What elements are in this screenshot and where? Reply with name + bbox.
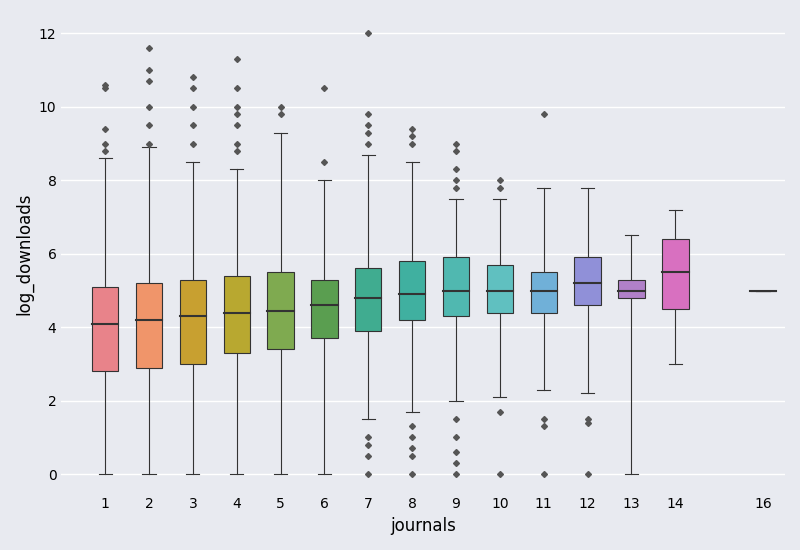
FancyBboxPatch shape: [223, 276, 250, 353]
X-axis label: journals: journals: [390, 517, 456, 535]
FancyBboxPatch shape: [92, 287, 118, 371]
Y-axis label: log_downloads: log_downloads: [15, 192, 34, 315]
FancyBboxPatch shape: [267, 272, 294, 349]
FancyBboxPatch shape: [443, 257, 470, 316]
FancyBboxPatch shape: [618, 279, 645, 298]
FancyBboxPatch shape: [355, 268, 382, 331]
FancyBboxPatch shape: [136, 283, 162, 368]
FancyBboxPatch shape: [399, 261, 426, 320]
FancyBboxPatch shape: [662, 239, 689, 309]
FancyBboxPatch shape: [180, 279, 206, 364]
FancyBboxPatch shape: [530, 272, 557, 312]
FancyBboxPatch shape: [574, 257, 601, 305]
FancyBboxPatch shape: [311, 279, 338, 338]
FancyBboxPatch shape: [486, 265, 513, 312]
